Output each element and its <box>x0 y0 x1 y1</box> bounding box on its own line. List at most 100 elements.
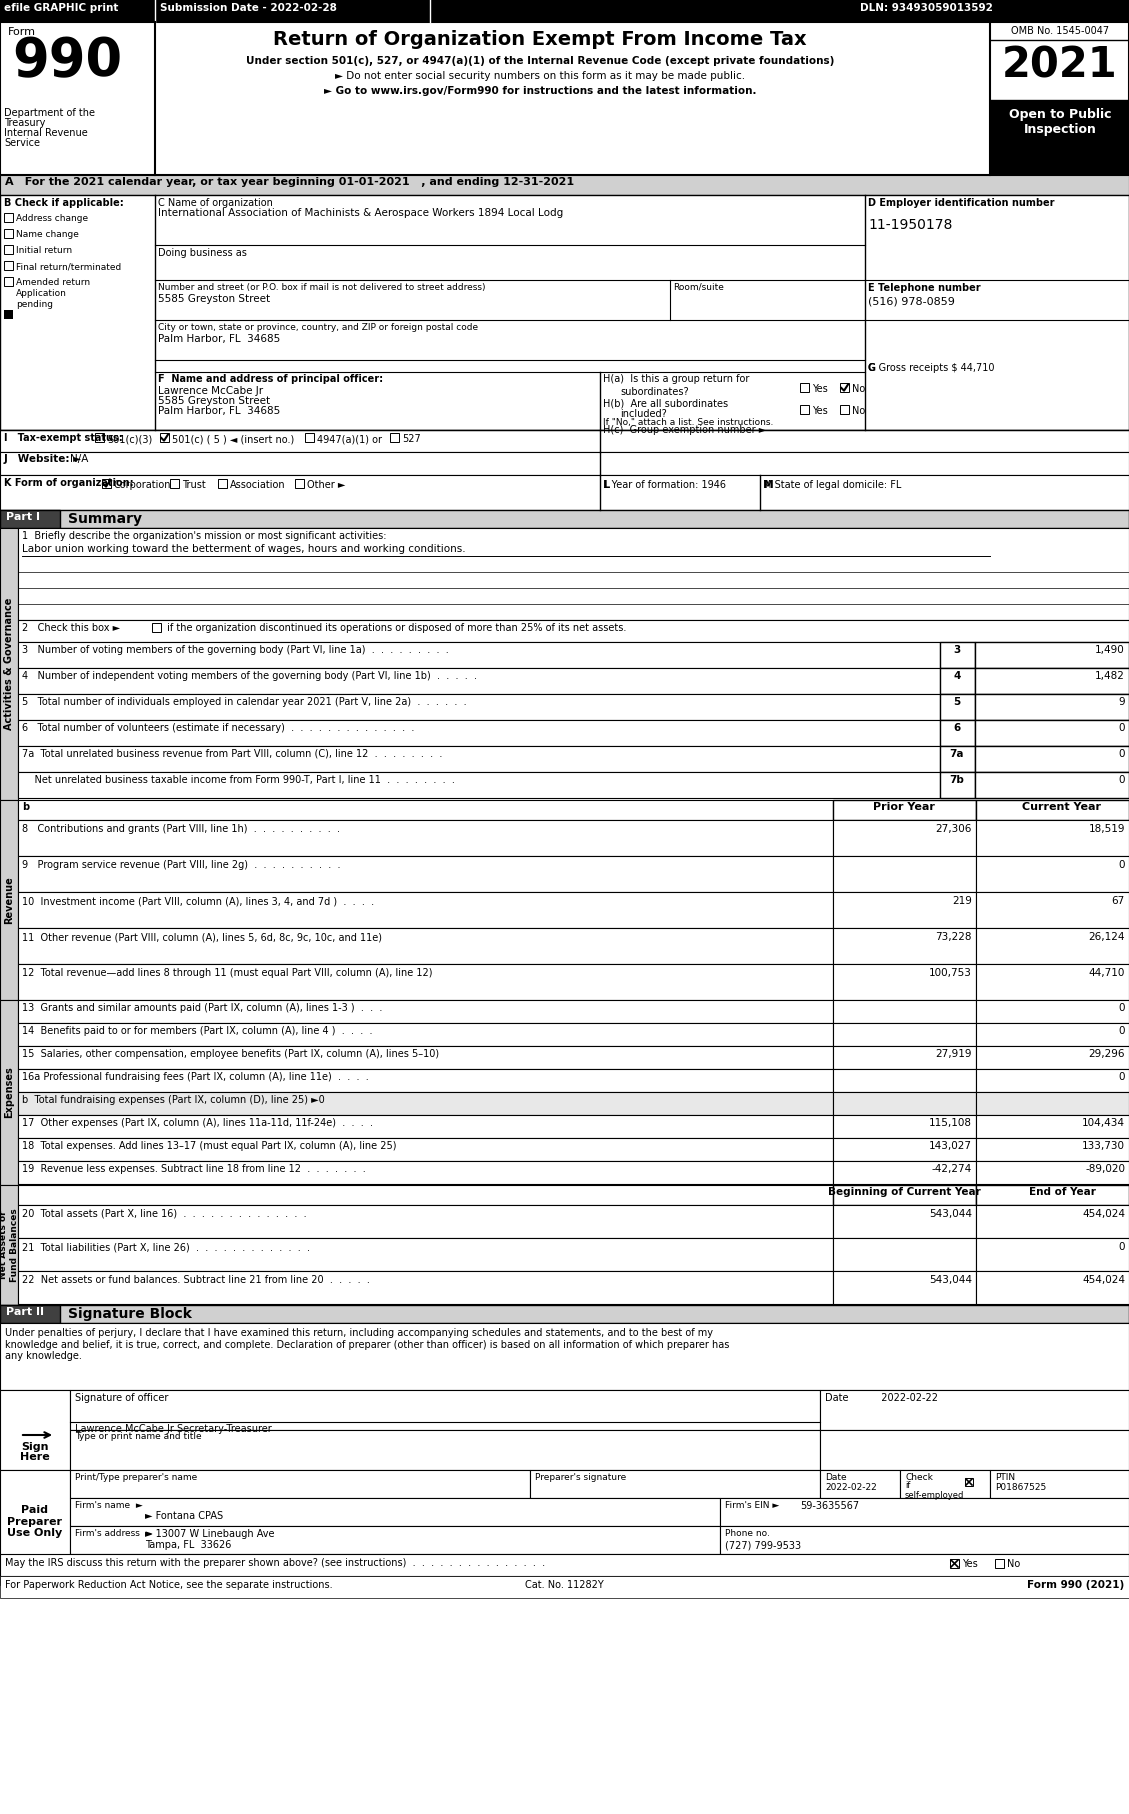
Bar <box>975 800 1129 820</box>
Bar <box>975 773 1129 798</box>
Text: Other ►: Other ► <box>307 481 345 490</box>
Text: 501(c) ( 5 ) ◄ (insert no.): 501(c) ( 5 ) ◄ (insert no.) <box>172 434 295 444</box>
Text: 3: 3 <box>953 646 961 655</box>
Text: 26,124: 26,124 <box>1088 932 1124 941</box>
Bar <box>975 856 1129 892</box>
Text: Net Assets or
Fund Balances: Net Assets or Fund Balances <box>0 1208 19 1282</box>
Text: Firm's name  ►: Firm's name ► <box>75 1500 142 1509</box>
Text: 0: 0 <box>1119 749 1124 758</box>
Text: Address change: Address change <box>16 214 88 223</box>
Text: Signature Block: Signature Block <box>68 1308 192 1321</box>
Text: 0: 0 <box>1119 1243 1124 1252</box>
Bar <box>975 642 1129 668</box>
Bar <box>18 1047 833 1068</box>
Bar <box>833 1047 975 1068</box>
Bar <box>18 1116 833 1137</box>
Text: (727) 799-9533: (727) 799-9533 <box>725 1540 802 1549</box>
Text: 10  Investment income (Part VIII, column (A), lines 3, 4, and 7d )  .  .  .  .: 10 Investment income (Part VIII, column … <box>21 896 374 905</box>
Bar <box>975 720 1129 746</box>
Text: 3   Number of voting members of the governing body (Part VI, line 1a)  .  .  .  : 3 Number of voting members of the govern… <box>21 646 448 655</box>
Text: 67: 67 <box>1112 896 1124 905</box>
Text: Form 990 (2021): Form 990 (2021) <box>1026 1580 1124 1591</box>
Text: OMB No. 1545-0047: OMB No. 1545-0047 <box>1010 25 1109 36</box>
Text: 0: 0 <box>1119 1003 1124 1012</box>
Text: 104,434: 104,434 <box>1082 1117 1124 1128</box>
Text: City or town, state or province, country, and ZIP or foreign postal code: City or town, state or province, country… <box>158 323 478 332</box>
Text: Net unrelated business taxable income from Form 990-T, Part I, line 11  .  .  . : Net unrelated business taxable income fr… <box>21 775 455 785</box>
Bar <box>833 1068 975 1092</box>
Text: No: No <box>1007 1558 1021 1569</box>
Text: 14  Benefits paid to or for members (Part IX, column (A), line 4 )  .  .  .  .: 14 Benefits paid to or for members (Part… <box>21 1027 373 1036</box>
Text: F  Name and address of principal officer:: F Name and address of principal officer: <box>158 374 383 385</box>
Text: Expenses: Expenses <box>5 1067 14 1117</box>
Bar <box>833 1000 975 1023</box>
Bar <box>833 963 975 1000</box>
Bar <box>18 746 940 773</box>
Text: 73,228: 73,228 <box>936 932 972 941</box>
Bar <box>0 1304 60 1322</box>
Text: Tampa, FL  33626: Tampa, FL 33626 <box>145 1540 231 1549</box>
Bar <box>975 892 1129 929</box>
Bar <box>70 1526 720 1555</box>
Text: subordinates?: subordinates? <box>620 386 689 397</box>
Bar <box>820 1390 1129 1429</box>
Bar <box>965 1478 973 1486</box>
Text: 454,024: 454,024 <box>1082 1275 1124 1284</box>
Text: Initial return: Initial return <box>16 247 72 256</box>
Text: 11-1950178: 11-1950178 <box>868 218 953 232</box>
Text: Yes: Yes <box>812 406 828 415</box>
Bar <box>720 1498 1129 1526</box>
Bar <box>940 695 975 720</box>
Bar <box>900 1469 990 1498</box>
Bar <box>833 800 975 820</box>
Text: b: b <box>21 802 29 813</box>
Bar <box>0 22 1129 174</box>
Text: 12  Total revenue—add lines 8 through 11 (must equal Part VIII, column (A), line: 12 Total revenue—add lines 8 through 11 … <box>21 969 432 978</box>
Text: 115,108: 115,108 <box>929 1117 972 1128</box>
Text: 5585 Greyston Street: 5585 Greyston Street <box>158 395 270 406</box>
Text: 29,296: 29,296 <box>1088 1048 1124 1059</box>
Text: 20  Total assets (Part X, line 16)  .  .  .  .  .  .  .  .  .  .  .  .  .  .: 20 Total assets (Part X, line 16) . . . … <box>21 1208 307 1219</box>
Bar <box>975 1204 1129 1237</box>
Bar <box>949 1558 959 1567</box>
Bar <box>975 1068 1129 1092</box>
Text: ► Do not enter social security numbers on this form as it may be made public.: ► Do not enter social security numbers o… <box>335 71 745 82</box>
Text: 501(c)(3): 501(c)(3) <box>107 434 152 444</box>
Bar <box>833 1185 975 1204</box>
Text: 1,490: 1,490 <box>1095 646 1124 655</box>
Bar <box>833 1092 975 1116</box>
Text: PTIN: PTIN <box>995 1473 1015 1482</box>
Text: 543,044: 543,044 <box>929 1208 972 1219</box>
Text: No: No <box>852 385 865 394</box>
Text: 16a Professional fundraising fees (Part IX, column (A), line 11e)  .  .  .  .: 16a Professional fundraising fees (Part … <box>21 1072 369 1081</box>
Text: 9   Program service revenue (Part VIII, line 2g)  .  .  .  .  .  .  .  .  .  .: 9 Program service revenue (Part VIII, li… <box>21 860 341 871</box>
Text: 6: 6 <box>953 724 961 733</box>
Bar <box>18 892 833 929</box>
Bar <box>18 820 833 856</box>
Text: included?: included? <box>620 408 667 419</box>
Text: Internal Revenue: Internal Revenue <box>5 129 88 138</box>
Text: Revenue: Revenue <box>5 876 14 923</box>
Bar <box>975 1137 1129 1161</box>
Bar <box>0 510 1129 528</box>
Bar <box>0 510 60 528</box>
Text: efile GRAPHIC print: efile GRAPHIC print <box>5 4 119 13</box>
Text: Part II: Part II <box>6 1308 44 1317</box>
Text: Association: Association <box>230 481 286 490</box>
Text: Application: Application <box>16 288 67 297</box>
Text: Trust: Trust <box>182 481 205 490</box>
Bar <box>0 1322 1129 1390</box>
Text: Check: Check <box>905 1473 933 1482</box>
Bar <box>975 668 1129 695</box>
Text: DLN: 93493059013592: DLN: 93493059013592 <box>860 4 992 13</box>
Text: G: G <box>868 363 876 374</box>
Text: 6   Total number of volunteers (estimate if necessary)  .  .  .  .  .  .  .  .  : 6 Total number of volunteers (estimate i… <box>21 724 414 733</box>
Text: Yes: Yes <box>812 385 828 394</box>
Bar <box>975 1237 1129 1272</box>
Bar <box>840 383 849 392</box>
Bar <box>975 1185 1129 1204</box>
Text: A For the 2021 calendar year, or tax year beginning 01-01-2021   , and ending 12: A For the 2021 calendar year, or tax yea… <box>5 178 575 187</box>
Bar <box>70 1498 720 1526</box>
Bar <box>18 1137 833 1161</box>
Bar <box>18 1092 833 1116</box>
